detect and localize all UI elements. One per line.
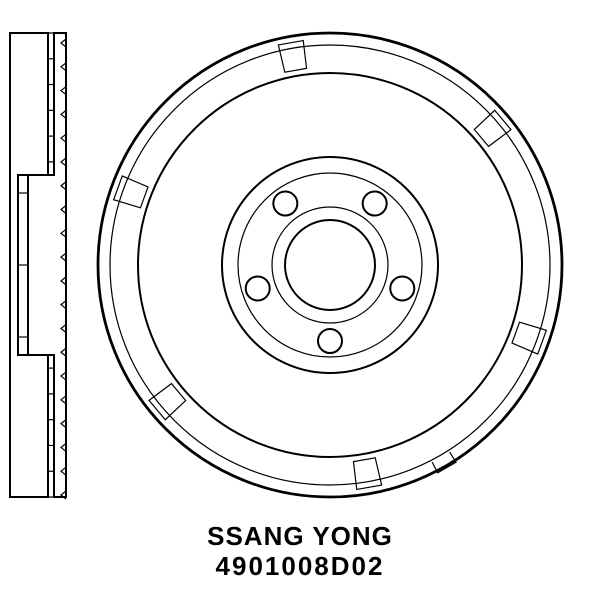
brand-label: SSANG YONG [0,521,600,552]
brake-disc-diagram [0,0,600,600]
part-number-label: 4901008D02 [0,551,600,582]
